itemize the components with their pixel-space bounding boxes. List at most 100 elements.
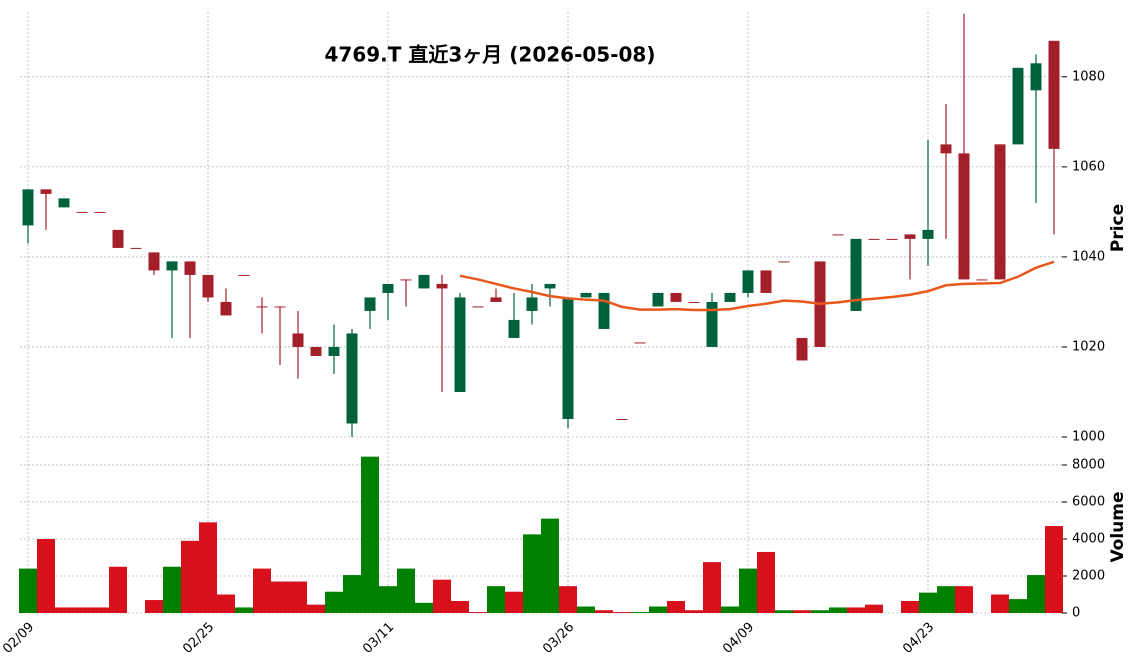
- volume-bar: [721, 606, 739, 613]
- y-axis-label: Price: [1108, 204, 1128, 252]
- x-tick-label: 04/23: [900, 620, 937, 657]
- volume-bar: [739, 568, 757, 613]
- x-tick-label: 03/26: [540, 620, 577, 657]
- volume-bar: [91, 607, 109, 613]
- volume-bar: [433, 579, 451, 613]
- candle-body: [868, 238, 880, 240]
- candle-body: [382, 283, 394, 293]
- volume-bar: [793, 610, 811, 613]
- candle-body: [418, 274, 430, 289]
- candle-body: [904, 234, 916, 239]
- candle-body: [472, 306, 484, 308]
- candle-body: [220, 301, 232, 316]
- volume-bar: [145, 600, 163, 613]
- candle-body: [526, 297, 538, 311]
- volume-bar: [1009, 599, 1027, 613]
- candle-body: [166, 261, 178, 271]
- candle-body: [364, 297, 376, 311]
- volume-bar: [37, 538, 55, 613]
- candle-body: [274, 306, 286, 308]
- candle-body: [850, 238, 862, 311]
- volume-bar: [703, 562, 721, 613]
- y-tick-label: 1060: [1072, 159, 1105, 174]
- volume-bar: [235, 607, 253, 613]
- candle-body: [562, 297, 574, 419]
- candle-body: [832, 234, 844, 236]
- volume-bar: [523, 534, 541, 613]
- volume-bar: [829, 607, 847, 613]
- volume-bar: [667, 600, 685, 613]
- candle-body: [1030, 63, 1042, 91]
- chart-title: 4769.T 直近3ヶ月 (2026-05-08): [325, 43, 656, 67]
- volume-bar: [919, 592, 937, 613]
- volume-bar: [559, 586, 577, 613]
- y-tick-label: 2000: [1072, 568, 1105, 583]
- candle-body: [1012, 67, 1024, 145]
- y-tick-label: 1020: [1072, 339, 1105, 354]
- y-tick-label: 6000: [1072, 494, 1105, 509]
- candle-body: [724, 292, 736, 302]
- volume-bar: [253, 568, 271, 613]
- volume-bar: [1045, 526, 1063, 613]
- x-tick-label: 02/25: [180, 620, 217, 657]
- volume-bar: [361, 456, 379, 613]
- volume-bar: [415, 602, 433, 613]
- candle-body: [940, 144, 952, 154]
- candle-body: [76, 211, 88, 213]
- moving-average-line: [459, 260, 1055, 312]
- candle-body: [454, 297, 466, 392]
- volume-bar: [271, 581, 289, 613]
- candle-body: [652, 292, 664, 307]
- y-tick-label: 0: [1072, 606, 1080, 621]
- volume-bar: [613, 612, 631, 613]
- volume-bar: [325, 591, 343, 613]
- volume-bar: [163, 566, 181, 613]
- candle-body: [292, 333, 304, 347]
- candle-body: [742, 270, 754, 293]
- candle-body: [238, 274, 250, 276]
- candle-body: [490, 297, 502, 302]
- volume-bar: [73, 607, 91, 613]
- volume-bar: [109, 566, 127, 613]
- candle-body: [328, 346, 340, 356]
- volume-bar: [379, 586, 397, 613]
- candle-body: [634, 342, 646, 344]
- volume-bar: [595, 610, 613, 613]
- volume-bar: [55, 607, 73, 613]
- volume-bar: [19, 568, 37, 613]
- x-tick-label: 04/09: [720, 620, 757, 657]
- candle-body: [40, 189, 52, 194]
- candle-body: [346, 333, 358, 424]
- volume-bar: [181, 540, 199, 613]
- volume-bar: [541, 518, 559, 613]
- volume-bar: [577, 606, 595, 613]
- y-tick-label: 1000: [1072, 430, 1105, 445]
- volume-bar: [955, 586, 973, 613]
- volume-bar: [631, 612, 649, 613]
- candle-body: [958, 153, 970, 280]
- volume-bar: [289, 581, 307, 613]
- volume-bar: [865, 604, 883, 613]
- y-tick-label: 4000: [1072, 531, 1105, 546]
- candle-body: [598, 292, 610, 329]
- candle-body: [22, 189, 34, 226]
- candle-body: [886, 238, 898, 240]
- candle-body: [688, 301, 700, 303]
- candle-body: [184, 261, 196, 275]
- volume-bar: [1027, 575, 1045, 613]
- volume-bar: [991, 594, 1009, 613]
- candle-body: [976, 279, 988, 281]
- volume-bar: [199, 522, 217, 613]
- volume-bar: [487, 586, 505, 613]
- candle-body: [112, 229, 124, 248]
- candle-body: [796, 337, 808, 361]
- candle-body: [256, 306, 268, 308]
- candle-body: [400, 279, 412, 281]
- volume-bar: [937, 586, 955, 613]
- y-tick-label: 8000: [1072, 457, 1105, 472]
- volume-bar: [847, 607, 865, 613]
- candle-body: [58, 198, 70, 208]
- candle-body: [778, 261, 790, 263]
- candle-body: [202, 274, 214, 298]
- candle-body: [1048, 40, 1060, 149]
